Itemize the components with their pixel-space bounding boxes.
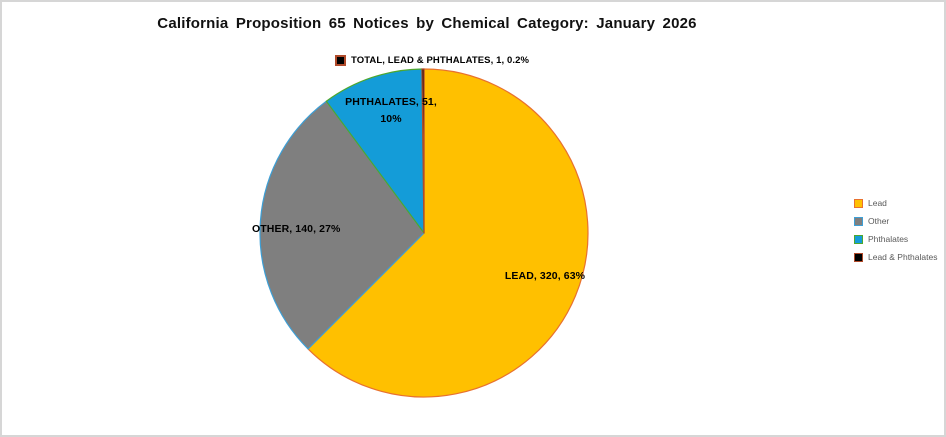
legend-label: Lead (868, 198, 887, 208)
pie-slice-lead-phthalates[interactable] (421, 68, 425, 234)
lead-swatch-icon (854, 198, 863, 208)
legend-label: Lead & Phthalates (868, 252, 938, 262)
data-label-lead: LEAD, 320, 63% (504, 270, 586, 282)
data-label-lead-and-phthalates: TOTAL, LEAD & PHTHALATES, 1, 0.2% (335, 55, 529, 66)
data-label-other: OTHER, 140, 27% (252, 223, 341, 235)
pie-slice-phthalates[interactable] (325, 68, 425, 234)
data-label-phthalates: PHTHALATES, 51, 10% (345, 96, 437, 125)
legend-item-phthalates[interactable]: Phthalates (854, 234, 937, 244)
pie-slice-other[interactable] (259, 100, 425, 350)
legend-label: Phthalates (868, 234, 909, 244)
legend-item-lead[interactable]: Lead (854, 198, 937, 208)
phthalates-swatch-icon (854, 234, 863, 244)
other-swatch-icon (854, 216, 863, 226)
chart-title: California Proposition 65 Notices by Che… (157, 15, 697, 32)
legend-item-other[interactable]: Other (854, 216, 937, 226)
legend-item-lead-and-phthalates[interactable]: Lead & Phthalates (854, 252, 937, 262)
lead-and-phthalates-label-swatch (335, 55, 346, 66)
lead-and-phthalates-swatch-icon (854, 252, 863, 262)
pie-slice-lead[interactable] (307, 68, 589, 398)
legend-label: Other (868, 216, 890, 226)
data-label-text: TOTAL, LEAD & PHTHALATES, 1, 0.2% (351, 54, 530, 66)
legend: Lead Other Phthalates Lead & Phthalates (854, 198, 937, 262)
